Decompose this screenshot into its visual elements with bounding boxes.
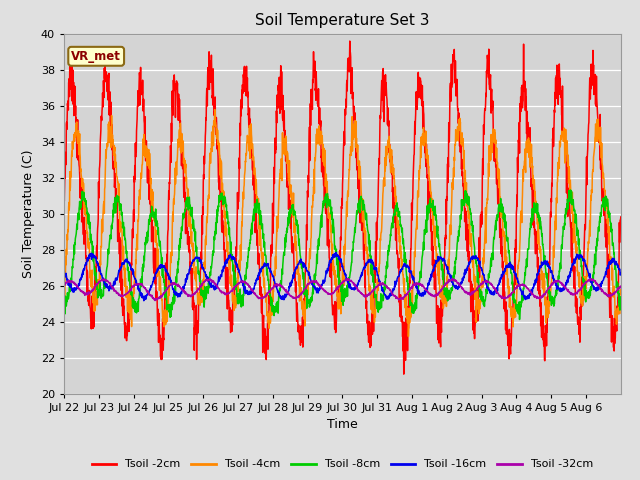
X-axis label: Time: Time bbox=[327, 418, 358, 431]
Tsoil -16cm bbox=[584, 268, 591, 274]
Tsoil -16cm bbox=[587, 279, 595, 285]
Tsoil -4cm bbox=[617, 290, 625, 296]
Tsoil -8cm bbox=[584, 295, 591, 300]
Tsoil -32cm bbox=[241, 280, 248, 286]
Tsoil -2cm bbox=[353, 164, 361, 170]
Tsoil -2cm bbox=[617, 214, 625, 220]
Tsoil -2cm bbox=[346, 38, 354, 44]
Line: Tsoil -32cm: Tsoil -32cm bbox=[64, 279, 621, 300]
Tsoil -32cm bbox=[587, 276, 595, 282]
Legend: Tsoil -2cm, Tsoil -4cm, Tsoil -8cm, Tsoil -16cm, Tsoil -32cm: Tsoil -2cm, Tsoil -4cm, Tsoil -8cm, Tsoi… bbox=[87, 455, 598, 474]
Tsoil -16cm bbox=[332, 250, 340, 255]
Tsoil -4cm bbox=[211, 107, 219, 112]
Tsoil -2cm bbox=[241, 63, 248, 69]
Y-axis label: Soil Temperature (C): Soil Temperature (C) bbox=[22, 149, 35, 278]
Tsoil -8cm bbox=[567, 187, 575, 193]
Line: Tsoil -16cm: Tsoil -16cm bbox=[64, 252, 621, 300]
Tsoil -8cm bbox=[353, 208, 361, 214]
Tsoil -2cm bbox=[60, 182, 68, 188]
Tsoil -16cm bbox=[60, 268, 68, 274]
Tsoil -16cm bbox=[354, 282, 362, 288]
Tsoil -32cm bbox=[60, 282, 68, 288]
Tsoil -2cm bbox=[201, 146, 209, 152]
Line: Tsoil -2cm: Tsoil -2cm bbox=[64, 41, 621, 374]
Tsoil -2cm bbox=[584, 146, 591, 152]
Tsoil -8cm bbox=[587, 285, 595, 291]
Line: Tsoil -4cm: Tsoil -4cm bbox=[64, 109, 621, 336]
Tsoil -8cm bbox=[201, 296, 209, 302]
Tsoil -32cm bbox=[617, 284, 625, 290]
Tsoil -4cm bbox=[262, 292, 270, 298]
Tsoil -8cm bbox=[617, 302, 625, 308]
Tsoil -32cm bbox=[584, 278, 591, 284]
Tsoil -16cm bbox=[241, 284, 248, 289]
Tsoil -8cm bbox=[262, 259, 270, 264]
Tsoil -4cm bbox=[584, 246, 591, 252]
Tsoil -4cm bbox=[353, 149, 361, 155]
Tsoil -2cm bbox=[262, 357, 270, 362]
Tsoil -4cm bbox=[587, 192, 595, 198]
Tsoil -4cm bbox=[404, 334, 412, 339]
Tsoil -16cm bbox=[617, 270, 625, 276]
Tsoil -32cm bbox=[151, 298, 159, 303]
Tsoil -8cm bbox=[241, 281, 248, 287]
Line: Tsoil -8cm: Tsoil -8cm bbox=[64, 190, 621, 320]
Tsoil -2cm bbox=[400, 371, 408, 377]
Tsoil -32cm bbox=[587, 277, 595, 283]
Tsoil -4cm bbox=[201, 266, 209, 272]
Tsoil -32cm bbox=[202, 277, 209, 283]
Tsoil -4cm bbox=[60, 281, 68, 287]
Tsoil -8cm bbox=[60, 299, 68, 304]
Tsoil -32cm bbox=[353, 285, 361, 291]
Tsoil -8cm bbox=[516, 317, 524, 323]
Tsoil -16cm bbox=[202, 271, 209, 276]
Tsoil -16cm bbox=[140, 298, 148, 303]
Tsoil -4cm bbox=[241, 170, 248, 176]
Text: VR_met: VR_met bbox=[71, 50, 121, 63]
Tsoil -16cm bbox=[262, 263, 270, 268]
Title: Soil Temperature Set 3: Soil Temperature Set 3 bbox=[255, 13, 429, 28]
Tsoil -32cm bbox=[262, 291, 270, 297]
Tsoil -2cm bbox=[587, 86, 595, 92]
